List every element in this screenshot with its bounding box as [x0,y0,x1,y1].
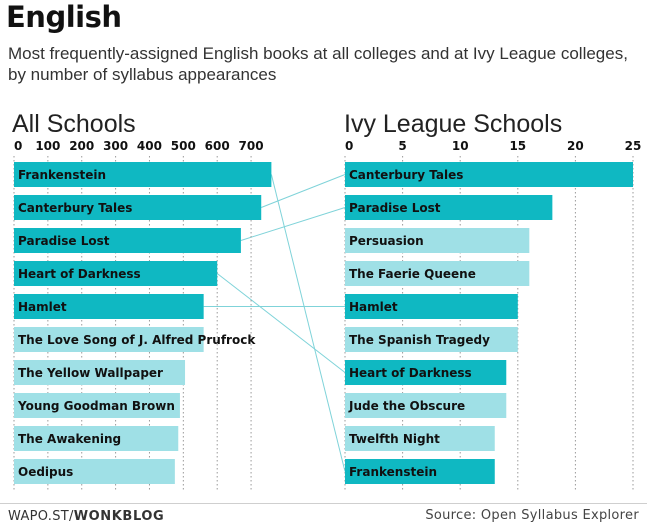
bar-jude-the-obscure[interactable] [345,393,507,418]
bar-twelfth-night[interactable] [345,426,495,451]
bar-the-awakening[interactable] [14,426,179,451]
panel-title-all: All Schools [12,110,136,138]
bar-label: Paradise Lost [349,201,441,215]
x-tick-label: 0 [14,139,22,153]
x-tick-label: 300 [103,139,128,153]
footer-brand[interactable]: WAPO.ST/WONKBLOG [8,509,164,524]
chart-title: English [6,0,122,34]
connector-paradise-lost [240,207,346,241]
bar-label: Canterbury Tales [349,168,463,182]
bar-label: The Spanish Tragedy [349,333,490,347]
panel-title-ivy: Ivy League Schools [344,110,562,138]
bar-persuasion[interactable] [345,228,530,253]
bar-heart-of-darkness[interactable] [14,261,218,286]
x-tick-label: 25 [625,139,642,153]
x-tick-label: 200 [69,139,94,153]
bar-label: Heart of Darkness [18,267,141,281]
brand-prefix: WAPO.ST/ [8,509,74,524]
bar-label: Heart of Darkness [349,366,472,380]
bar-oedipus[interactable] [14,459,175,484]
bar-label: Persuasion [349,234,424,248]
x-tick-label: 700 [239,139,264,153]
bar-label: Hamlet [18,300,67,314]
bar-canterbury-tales[interactable] [345,162,633,187]
bar-label: Young Goodman Brown [17,399,175,413]
bar-label: The Yellow Wallpaper [18,366,163,380]
bar-the-spanish-tragedy[interactable] [345,327,518,352]
bar-the-yellow-wallpaper[interactable] [14,360,186,385]
bar-hamlet[interactable] [345,294,518,319]
x-tick-label: 600 [205,139,230,153]
x-tick-label: 400 [137,139,162,153]
bar-the-faerie-queene[interactable] [345,261,530,286]
x-tick-label: 5 [398,139,406,153]
bar-label: The Awakening [18,432,121,446]
bar-label: Hamlet [349,300,398,314]
bar-label: Frankenstein [349,465,437,479]
bar-label: The Love Song of J. Alfred Prufrock [18,333,256,347]
bar-paradise-lost[interactable] [14,228,241,253]
bar-frankenstein[interactable] [345,459,495,484]
bar-the-love-song-of-j-alfred-prufrock[interactable] [14,327,204,352]
x-tick-label: 0 [345,139,353,153]
bar-label: Oedipus [18,465,73,479]
bar-paradise-lost[interactable] [345,195,553,220]
source-note: Source: Open Syllabus Explorer [425,508,639,523]
bar-label: The Faerie Queene [349,267,476,281]
bar-canterbury-tales[interactable] [14,195,262,220]
connector-lines [203,174,346,472]
bar-label: Paradise Lost [18,234,110,248]
chart-subtitle: Most frequently-assigned English books a… [8,44,628,84]
connector-frankenstein [270,174,346,472]
bar-label: Twelfth Night [349,432,440,446]
x-tick-label: 500 [171,139,196,153]
brand-name: WONKBLOG [73,509,165,524]
bar-young-goodman-brown[interactable] [14,393,180,418]
x-tick-label: 20 [567,139,584,153]
bar-label: Jude the Obscure [348,399,465,413]
connector-canterbury-tales [261,174,346,208]
bar-label: Canterbury Tales [18,201,132,215]
x-tick-label: 100 [35,139,60,153]
bar-heart-of-darkness[interactable] [345,360,507,385]
footer-divider [0,503,647,504]
x-tick-label: 10 [452,139,469,153]
bar-hamlet[interactable] [14,294,204,319]
bar-frankenstein[interactable] [14,162,272,187]
connector-heart-of-darkness [216,273,346,373]
bar-label: Frankenstein [18,168,106,182]
x-tick-label: 15 [509,139,526,153]
